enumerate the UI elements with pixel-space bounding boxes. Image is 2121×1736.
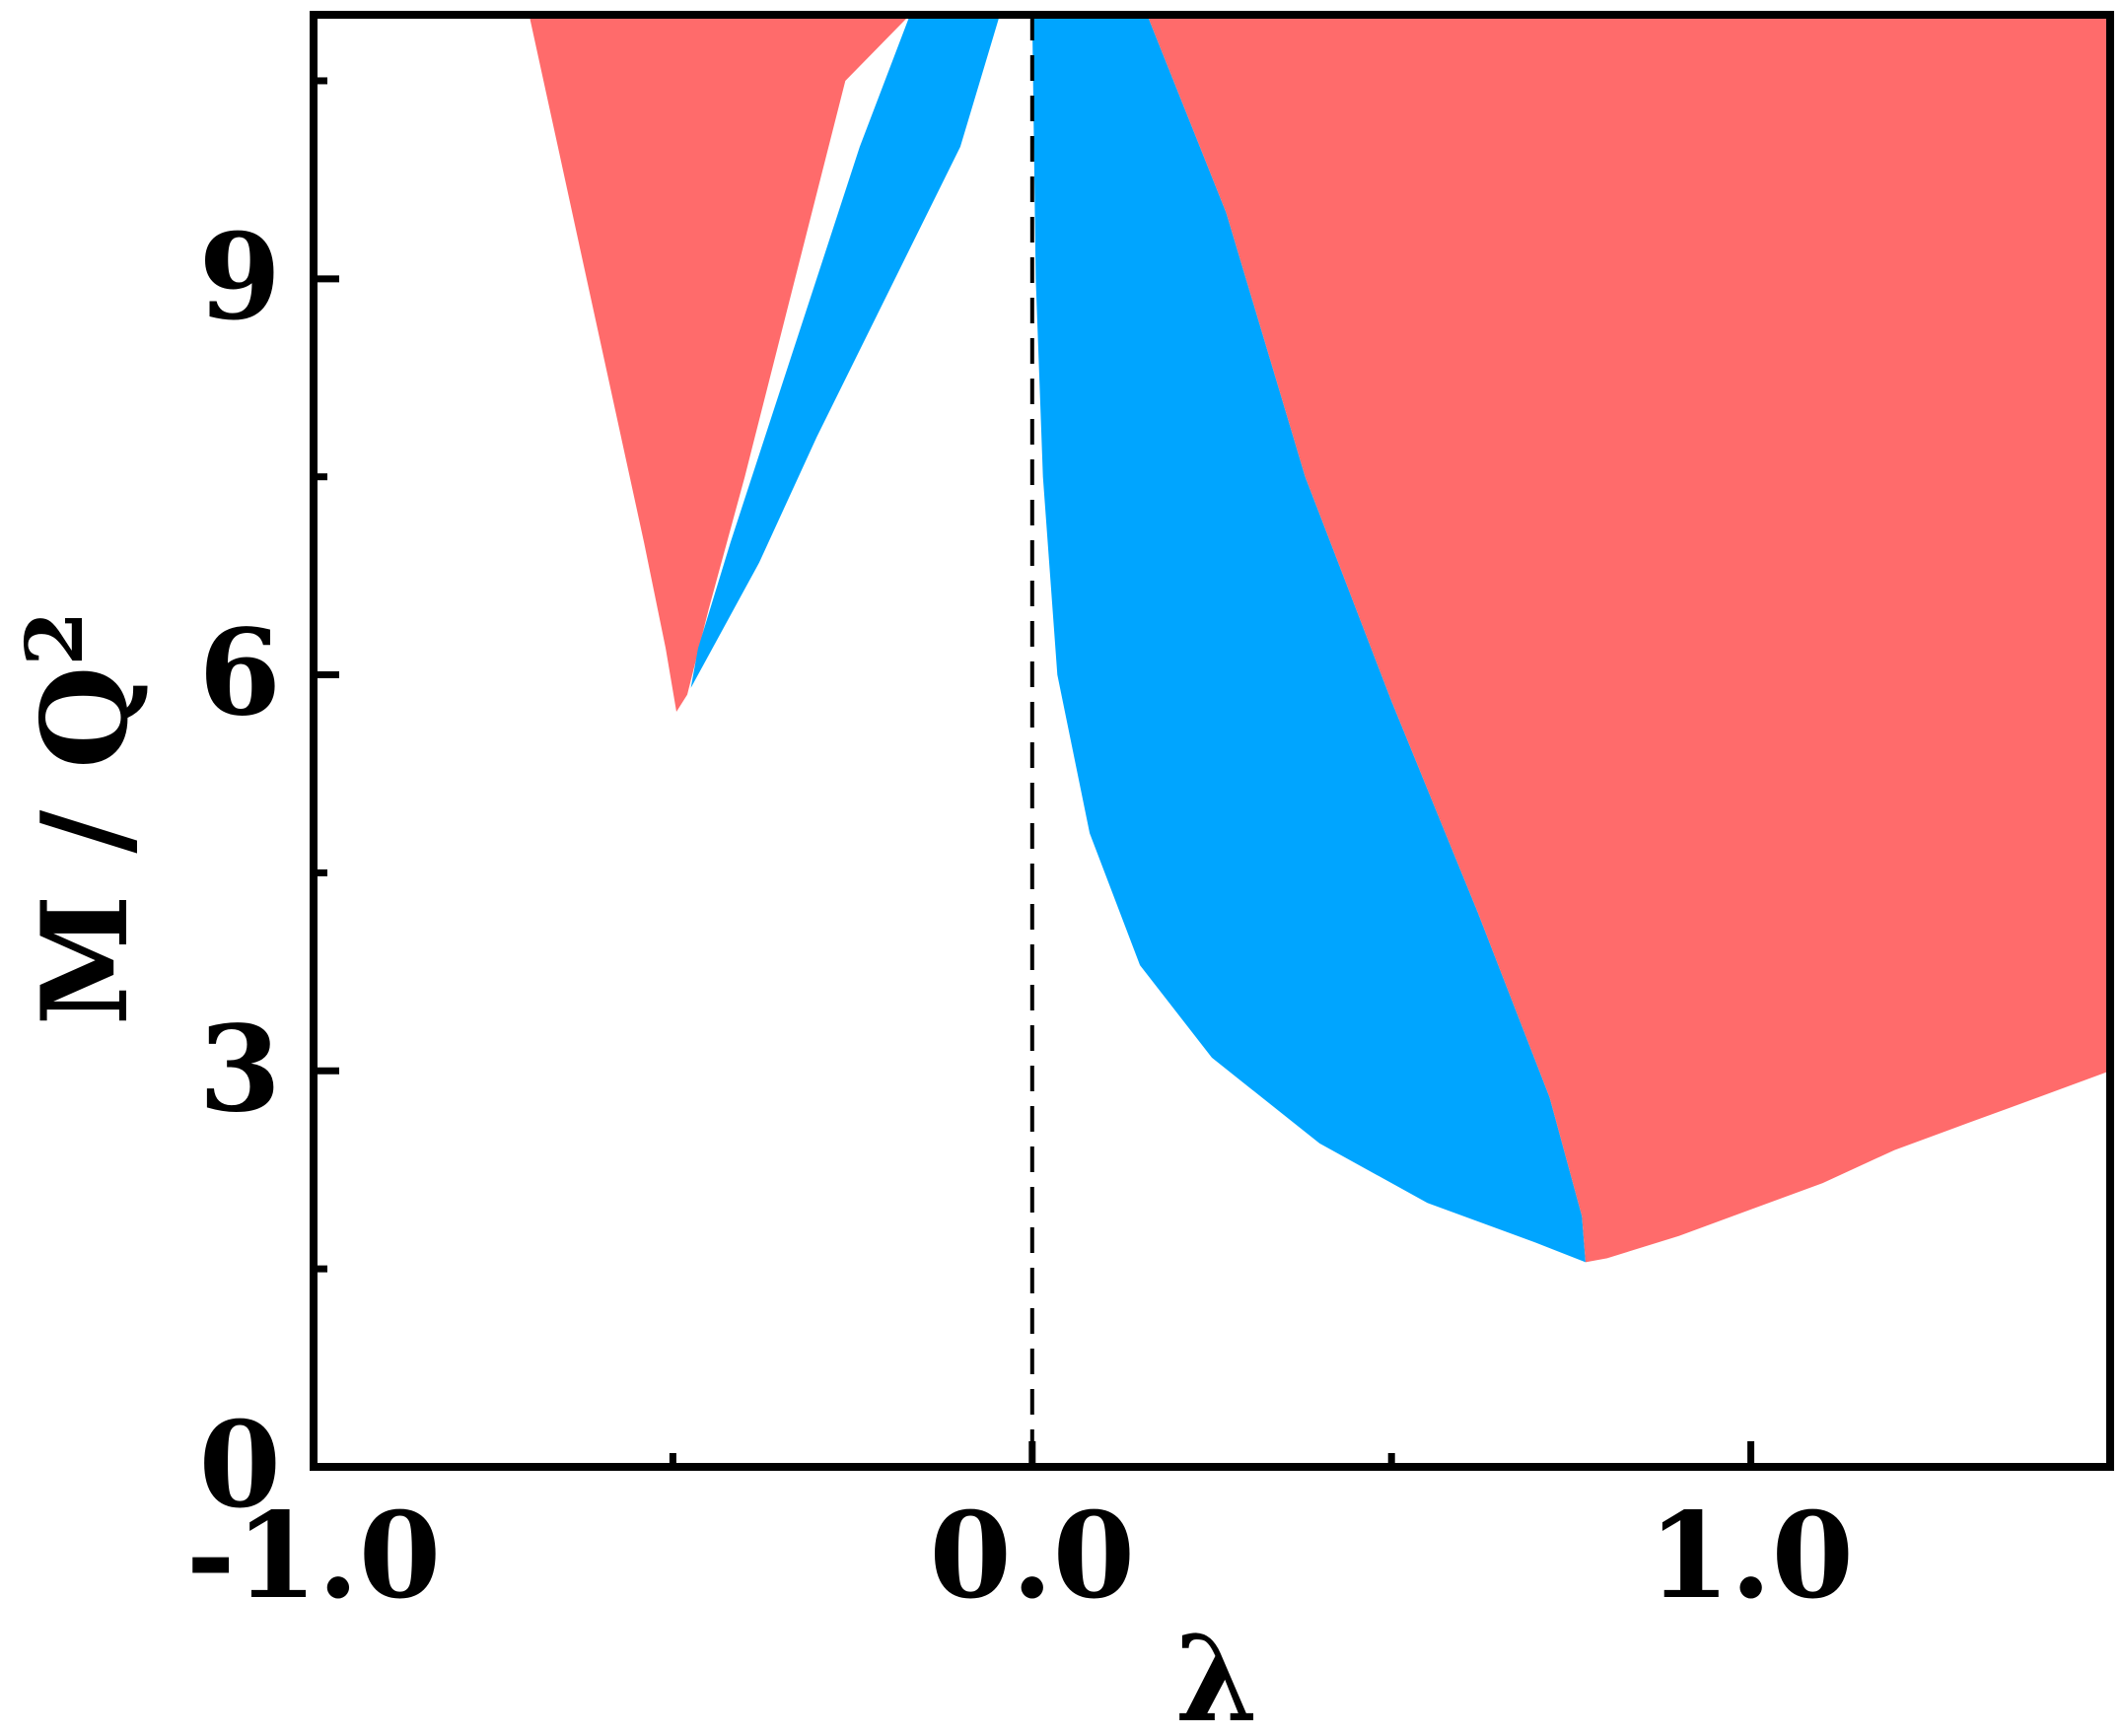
red-region-1 — [529, 15, 910, 712]
red-region-4 — [1147, 15, 2110, 1263]
y-axis-label-main: M / Q — [16, 665, 155, 1025]
y-tick-label: 0 — [199, 1396, 282, 1535]
x-tick-label: -1.0 — [186, 1487, 442, 1626]
y-axis-label: M / Q2 — [8, 611, 155, 1025]
y-axis-label-superscript: 2 — [8, 611, 101, 666]
x-tick-label: 1.0 — [1648, 1487, 1854, 1626]
tick-labels-layer: -1.0 0.0 1.0 0 3 6 9 — [186, 208, 1854, 1626]
x-axis-label: λ — [1175, 1610, 1258, 1736]
y-tick-label: 9 — [199, 208, 282, 347]
blue-region-2 — [690, 15, 1000, 688]
regions-layer — [529, 15, 2110, 1263]
x-tick-label: 0.0 — [929, 1487, 1135, 1626]
blue-region-3 — [1031, 15, 1586, 1263]
ticks-layer — [310, 77, 1755, 1471]
y-tick-label: 3 — [199, 1000, 282, 1139]
y-tick-label: 6 — [199, 604, 282, 743]
plot-frame — [310, 11, 2114, 1471]
